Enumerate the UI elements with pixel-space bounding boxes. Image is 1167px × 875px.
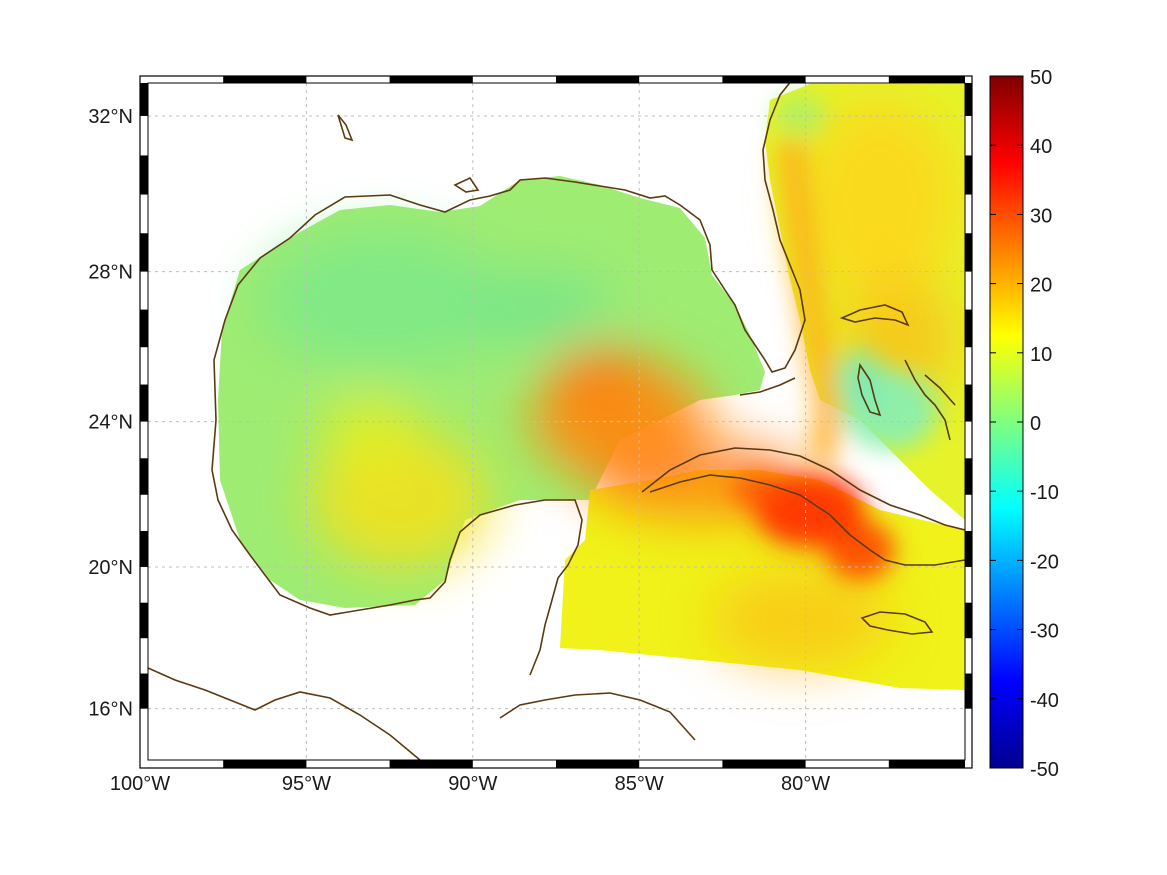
colorbar-tick-label: 10 — [1030, 344, 1052, 366]
frame-segment — [140, 602, 148, 639]
latitude-tick-label: 16°N — [88, 699, 133, 721]
graticule — [148, 83, 965, 760]
frame-segment — [965, 155, 972, 195]
florida-keys — [739, 377, 796, 396]
frame-segment — [140, 155, 148, 195]
latitude-tick-labels: 32°N 28°N 24°N 20°N 16°N — [88, 106, 133, 721]
frame-segment — [140, 673, 148, 709]
colorbar-tick-labels: 50 40 30 20 10 0 -10 -20 -30 -40 -50 — [990, 67, 1059, 781]
frame-segment — [223, 76, 307, 83]
frame-segment — [965, 673, 972, 709]
map-frame — [139, 75, 973, 769]
jamaica — [860, 611, 934, 635]
frame-segment — [722, 76, 806, 83]
colorbar-tick-label: 40 — [1030, 136, 1052, 158]
longitude-tick-label: 90°W — [448, 773, 497, 795]
frame-segment — [965, 458, 972, 495]
frame-segment — [556, 760, 640, 768]
colorbar-tick-label: -40 — [1030, 690, 1059, 712]
longitude-tick-label: 95°W — [282, 773, 331, 795]
colorbar-tick-label: 20 — [1030, 275, 1052, 297]
frame-segment — [888, 760, 965, 768]
andros-island — [857, 362, 882, 417]
colorbar-tick-label: -10 — [1030, 482, 1059, 504]
longitude-tick-label: 80°W — [781, 773, 830, 795]
frame-segment — [965, 602, 972, 639]
frame-segment — [556, 76, 640, 83]
honduras-coast — [499, 692, 696, 741]
colorbar-tick-label: -30 — [1030, 621, 1059, 643]
coastline — [148, 83, 965, 760]
frame-segment — [389, 760, 473, 768]
latitude-tick-label: 32°N — [88, 106, 133, 128]
colorbar-tick-label: 50 — [1030, 67, 1052, 89]
pensacola-bays — [453, 176, 480, 193]
frame-segment — [965, 530, 972, 567]
latitude-tick-label: 28°N — [88, 262, 133, 284]
frame-segment — [140, 384, 148, 422]
frame-segment — [389, 76, 473, 83]
central-america-pacific-coast — [148, 667, 421, 760]
frame-segment — [888, 76, 965, 83]
mexico-gulf-coast — [211, 469, 583, 676]
longitude-tick-labels: 100°W 95°W 90°W 85°W 80°W — [110, 773, 830, 795]
latitude-tick-label: 20°N — [88, 557, 133, 579]
lake-pontchartrain — [337, 114, 354, 142]
frame-segment — [965, 83, 972, 116]
frame-segment — [140, 530, 148, 567]
frame-segment — [965, 233, 972, 272]
colorbar-tick-label: -50 — [1030, 759, 1059, 781]
cuba — [641, 447, 965, 566]
longitude-tick-label: 100°W — [110, 773, 170, 795]
colorbar-tick-label: 30 — [1030, 205, 1052, 227]
colorbar-tick-label: -20 — [1030, 551, 1059, 573]
frame-segment — [140, 233, 148, 272]
latitude-tick-label: 24°N — [88, 412, 133, 434]
colorbar-tick-label: 0 — [1030, 413, 1041, 435]
frame-segment — [223, 760, 307, 768]
frame-segment — [140, 458, 148, 495]
frame-segment — [965, 309, 972, 348]
frame-segment — [722, 760, 806, 768]
frame-segment — [965, 384, 972, 422]
bahamas-eastern-chain — [904, 359, 956, 441]
frame-segment — [140, 83, 148, 116]
longitude-tick-label: 85°W — [615, 773, 664, 795]
sea-field — [218, 84, 965, 690]
grand-bahama — [839, 304, 910, 327]
us-gulf-coast — [211, 83, 806, 471]
frame-segment — [140, 309, 148, 348]
